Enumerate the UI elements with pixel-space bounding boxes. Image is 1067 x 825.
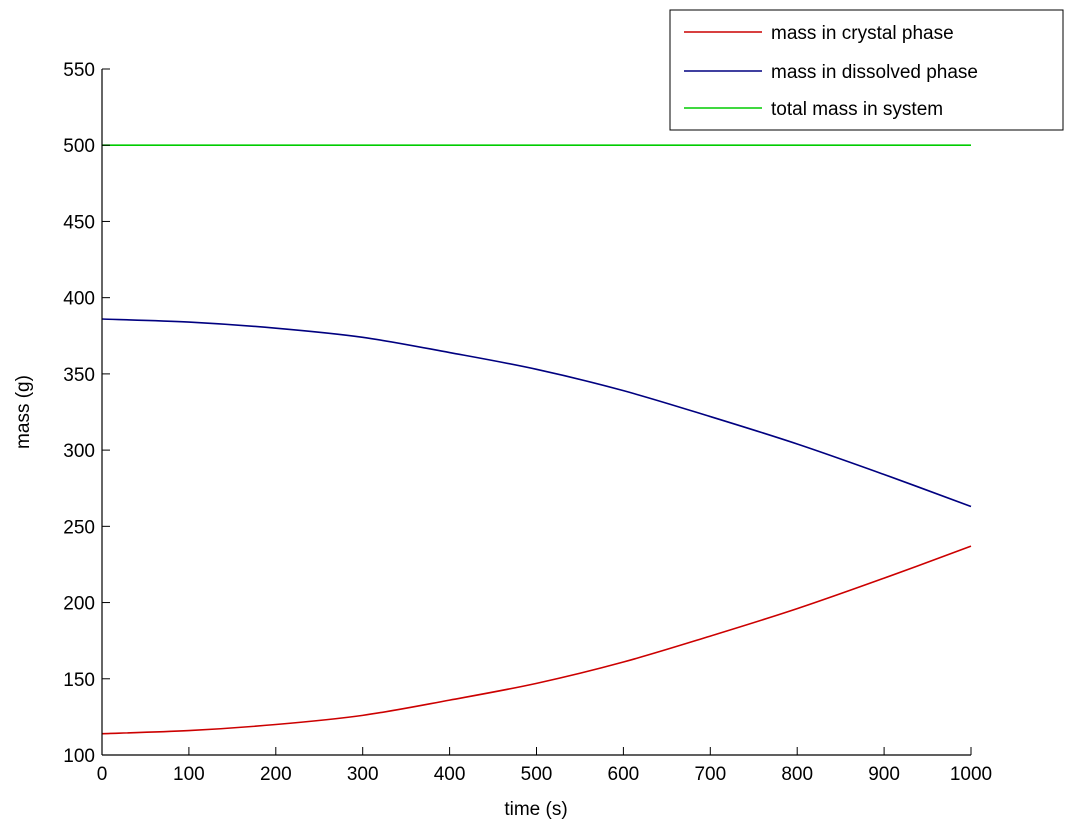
legend: mass in crystal phase mass in dissolved p… xyxy=(669,9,1064,131)
x-tick-label: 500 xyxy=(521,764,553,785)
x-tick-label: 300 xyxy=(347,764,379,785)
x-tick-label: 100 xyxy=(173,764,205,785)
y-tick-label: 550 xyxy=(63,60,95,81)
y-tick-label: 500 xyxy=(63,136,95,157)
x-tick-label: 1000 xyxy=(950,764,992,785)
x-tick-label: 800 xyxy=(781,764,813,785)
legend-items: mass in crystal phase mass in dissolved p… xyxy=(684,23,978,120)
x-tick-label: 700 xyxy=(694,764,726,785)
x-tick-label: 0 xyxy=(97,764,108,785)
x-tick-label: 200 xyxy=(260,764,292,785)
x-tick-label: 900 xyxy=(868,764,900,785)
plot-area xyxy=(102,69,971,755)
y-tick-label: 400 xyxy=(63,289,95,310)
y-tick-label: 200 xyxy=(63,594,95,615)
legend-box xyxy=(669,9,1064,131)
series-line-mass-in-dissolved-phase xyxy=(101,318,972,508)
y-tick-label: 450 xyxy=(63,212,95,233)
y-ticks: 100 150 200 250 300 350 400 450 500 550 xyxy=(63,60,110,767)
y-tick-label: 250 xyxy=(63,517,95,538)
legend-label: mass in dissolved phase xyxy=(771,62,978,83)
series-line-mass-in-crystal-phase xyxy=(101,545,972,735)
y-tick-label: 100 xyxy=(63,746,95,767)
y-tick-label: 350 xyxy=(63,365,95,386)
legend-label: total mass in system xyxy=(771,99,943,120)
x-axis-label: time (s) xyxy=(504,799,567,820)
series-layer xyxy=(101,144,972,735)
x-tick-label: 400 xyxy=(434,764,466,785)
x-tick-label: 600 xyxy=(608,764,640,785)
y-tick-label: 300 xyxy=(63,441,95,462)
x-ticks: 0 100 200 300 400 500 600 700 800 900 1000 xyxy=(97,747,992,785)
legend-label: mass in crystal phase xyxy=(771,23,954,44)
y-axis-label: mass (g) xyxy=(13,375,34,449)
y-tick-label: 150 xyxy=(63,670,95,691)
